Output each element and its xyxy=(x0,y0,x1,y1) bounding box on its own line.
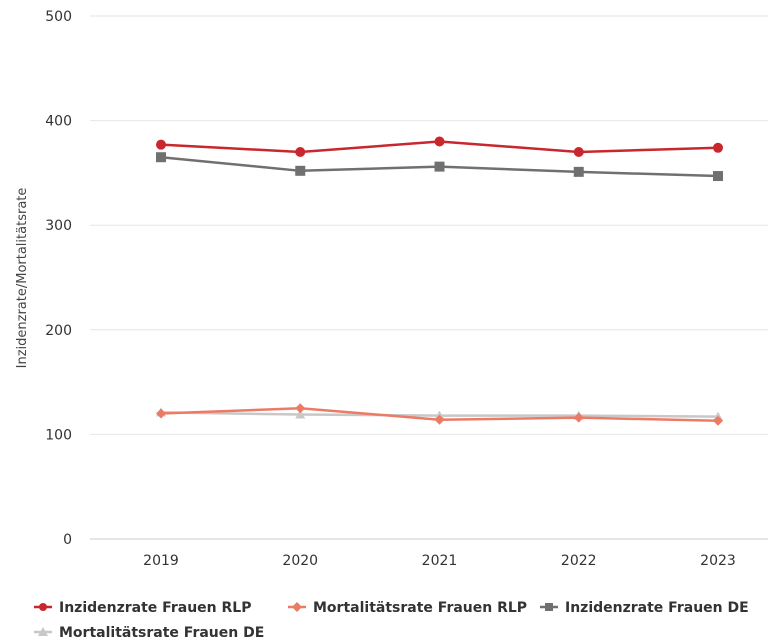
y-tick-label: 400 xyxy=(45,114,72,130)
x-axis-ticks: 2019 2020 2021 2022 2023 xyxy=(143,553,736,569)
y-tick-label: 500 xyxy=(45,9,72,25)
data-point[interactable] xyxy=(573,166,584,177)
legend-marker xyxy=(38,627,48,636)
x-tick-label: 2022 xyxy=(561,553,597,569)
legend-label: Mortalitätsrate Frauen RLP xyxy=(313,600,527,616)
data-point[interactable] xyxy=(434,136,445,147)
legend-item[interactable]: Inzidenzrate Frauen RLP xyxy=(34,600,251,616)
y-axis-title: Inzidenzrate/Mortalitätsrate xyxy=(15,188,30,369)
legend-item[interactable]: Mortalitätsrate Frauen RLP xyxy=(288,600,527,616)
legend-label: Inzidenzrate Frauen DE xyxy=(565,600,749,616)
y-tick-label: 100 xyxy=(45,427,72,443)
data-point[interactable] xyxy=(434,414,445,425)
y-tick-label: 0 xyxy=(63,532,72,548)
legend-marker xyxy=(39,603,47,611)
x-tick-label: 2023 xyxy=(700,553,736,569)
gridlines xyxy=(90,15,768,540)
data-point[interactable] xyxy=(573,412,584,423)
data-point[interactable] xyxy=(156,139,166,150)
legend-item[interactable]: Inzidenzrate Frauen DE xyxy=(540,600,749,616)
data-point[interactable] xyxy=(295,165,306,176)
legend[interactable]: Inzidenzrate Frauen RLP Mortalitätsrate F… xyxy=(34,600,749,641)
data-point[interactable] xyxy=(434,161,445,172)
data-point[interactable] xyxy=(713,415,723,426)
legend-label: Inzidenzrate Frauen RLP xyxy=(59,600,251,616)
legend-item[interactable]: Mortalitätsrate Frauen DE xyxy=(34,625,264,641)
y-tick-label: 300 xyxy=(45,218,72,234)
legend-label: Mortalitätsrate Frauen DE xyxy=(59,625,264,641)
data-point[interactable] xyxy=(156,152,166,163)
data-point[interactable] xyxy=(713,171,723,182)
x-tick-label: 2021 xyxy=(422,553,458,569)
data-point[interactable] xyxy=(713,142,723,153)
data-point[interactable] xyxy=(295,146,306,157)
x-tick-label: 2020 xyxy=(282,553,318,569)
data-point[interactable] xyxy=(295,403,306,414)
data-point[interactable] xyxy=(295,409,306,419)
series-lines xyxy=(156,136,723,426)
y-axis-ticks: 0 100 200 300 400 500 xyxy=(45,9,72,548)
series-1 xyxy=(156,403,723,426)
series-2 xyxy=(156,152,723,182)
data-point[interactable] xyxy=(156,408,166,419)
data-point[interactable] xyxy=(573,146,584,157)
legend-marker xyxy=(292,602,302,612)
series-0 xyxy=(156,136,723,157)
legend-marker xyxy=(545,603,553,611)
y-tick-label: 200 xyxy=(45,323,72,339)
x-tick-label: 2019 xyxy=(143,553,179,569)
